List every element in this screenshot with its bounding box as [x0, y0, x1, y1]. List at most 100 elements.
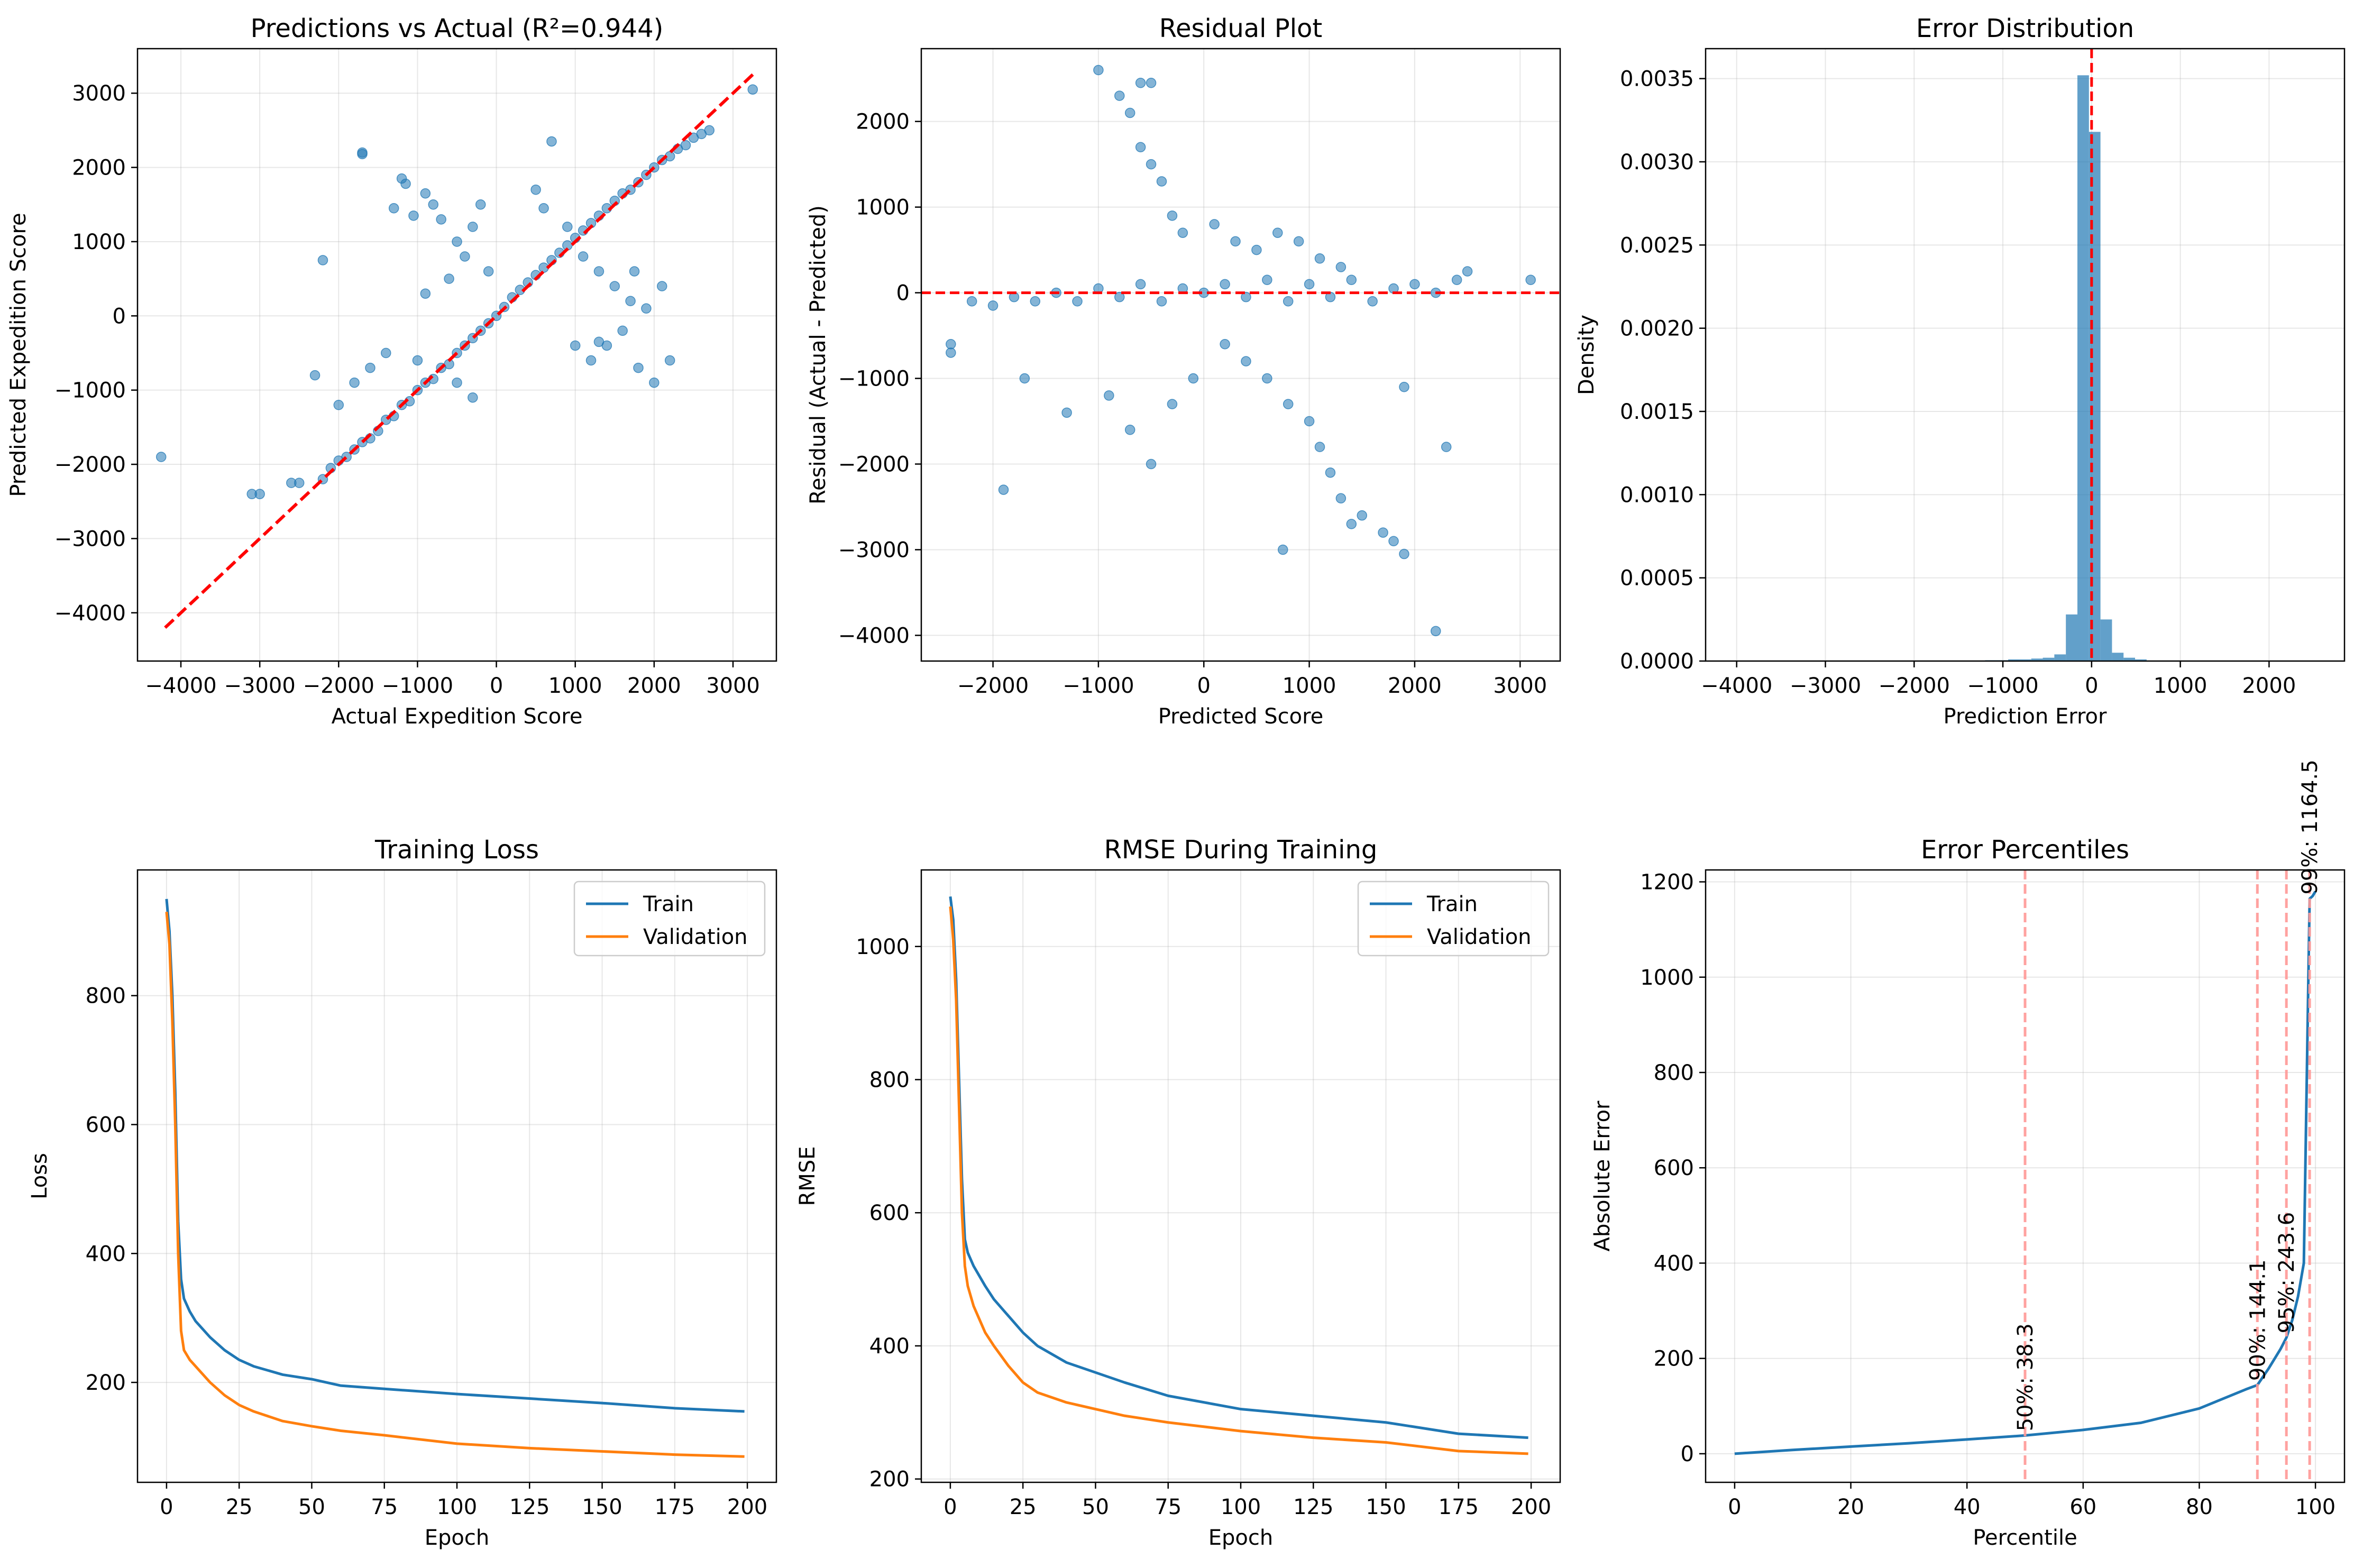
x-tick-label: 50 — [298, 1495, 325, 1519]
y-tick-label: 800 — [1654, 1061, 1694, 1085]
scatter-point — [633, 362, 644, 373]
histogram-bar — [2066, 614, 2077, 661]
x-axis-label: Percentile — [1973, 1526, 2077, 1550]
scatter-point — [1251, 244, 1262, 255]
x-tick-label: −4000 — [1701, 674, 1772, 698]
y-tick-label: −2000 — [838, 452, 910, 476]
scatter-point — [1304, 279, 1315, 290]
scatter-point — [538, 203, 549, 214]
scatter-point — [428, 199, 439, 210]
histogram-bar — [2054, 654, 2066, 661]
scatter-point — [1451, 274, 1462, 286]
chart-error-distribution: −4000 −3000 −2000 −1000 0 1000 2000 0.0000 0.000… — [1574, 14, 2346, 729]
scatter-point — [1135, 78, 1146, 88]
x-tick-label: −1000 — [382, 674, 453, 698]
scatter-point — [349, 377, 360, 388]
legend: Train Validation — [1357, 881, 1550, 957]
x-tick-label: 80 — [2186, 1495, 2213, 1519]
scatter-point — [1262, 274, 1272, 286]
axes-frame — [1705, 48, 2346, 662]
scatter-point — [625, 296, 636, 306]
scatter-point — [629, 266, 640, 277]
x-tick-label: 0 — [2085, 674, 2098, 698]
histogram-bar — [2100, 619, 2112, 661]
chart-title: Predictions vs Actual (R²=0.944) — [251, 14, 664, 43]
y-tick-label: 0.0025 — [1620, 233, 1694, 258]
y-tick-label: −4000 — [54, 601, 126, 626]
legend-label-train: Train — [1426, 892, 1478, 916]
scatter-point — [468, 392, 478, 403]
x-tick-label: −3000 — [1790, 674, 1861, 698]
scatter-point — [1357, 510, 1367, 521]
scatter-point — [1072, 296, 1083, 307]
scatter-point — [1314, 442, 1325, 452]
scatter-point — [649, 377, 660, 388]
x-tick-label: 3000 — [1493, 674, 1547, 698]
scatter-point — [546, 136, 557, 147]
chart-title: Error Distribution — [1916, 14, 2134, 43]
scatter-point — [680, 140, 691, 151]
x-tick-label: −2000 — [303, 674, 374, 698]
x-tick-label: 100 — [437, 1495, 477, 1519]
y-tick-label: 0.0035 — [1620, 67, 1694, 91]
chart-residual-plot: −2000 −1000 0 1000 2000 3000 −4000 −3000 −2000 −1… — [806, 14, 1561, 729]
scatter-point — [1104, 390, 1114, 401]
chart-training-loss: 0 25 50 75 100 125 150 175 200 200 400 600 800 Traini… — [28, 835, 777, 1550]
chart-error-percentiles: 50%: 38.3 90%: 144.1 95%: 243.6 99%: 1164.5… — [1590, 759, 2346, 1550]
y-tick-label: −1000 — [838, 367, 910, 391]
histogram-bar — [2135, 659, 2147, 661]
y-tick-label: 400 — [869, 1334, 910, 1359]
scatter-point — [578, 251, 589, 262]
scatter-point — [657, 281, 667, 291]
scatter-point — [381, 347, 391, 359]
histogram-bar — [2031, 658, 2043, 661]
scatter-point — [704, 125, 715, 136]
y-axis-label: Loss — [28, 1153, 52, 1199]
scatter-point — [1114, 291, 1125, 302]
scatter-point — [1135, 279, 1146, 290]
y-tick-label: 200 — [1654, 1347, 1694, 1371]
plot-area — [921, 65, 1560, 637]
perfect-fit-line — [164, 69, 758, 629]
x-tick-label: 0 — [1197, 674, 1211, 698]
x-tick-label: 1000 — [548, 674, 602, 698]
y-tick-label: 200 — [86, 1371, 126, 1395]
x-tick-label: 60 — [2069, 1495, 2096, 1519]
plot-area — [1734, 870, 2317, 1482]
scatter-point — [1093, 65, 1104, 76]
scatter-point — [1314, 253, 1325, 264]
y-axis-label: Residual (Actual - Predicted) — [806, 205, 830, 505]
scatter-point — [1156, 176, 1167, 187]
scatter-point — [1388, 536, 1399, 547]
chart-title: Residual Plot — [1159, 14, 1322, 43]
scatter-point — [1335, 262, 1347, 272]
chart-title: Error Percentiles — [1921, 835, 2129, 865]
y-tick-label: −2000 — [54, 453, 126, 477]
percentile-marker-label: 50%: 38.3 — [2013, 1323, 2038, 1431]
x-axis-label: Epoch — [425, 1526, 489, 1550]
y-tick-label: 400 — [1654, 1251, 1694, 1276]
legend-label-validation: Validation — [643, 925, 748, 949]
scatter-point — [444, 273, 454, 284]
scatter-point — [1367, 296, 1378, 307]
series-line-validation — [165, 912, 745, 1458]
y-tick-label: 1000 — [856, 935, 910, 959]
x-tick-label: 150 — [582, 1495, 622, 1519]
histogram-bar — [2123, 657, 2136, 661]
x-tick-label: 75 — [371, 1495, 398, 1519]
scatter-point — [1277, 544, 1288, 555]
scatter-point — [1272, 227, 1283, 238]
x-tick-label: 50 — [1082, 1495, 1109, 1519]
x-tick-label: 200 — [727, 1495, 767, 1519]
y-tick-label: −3000 — [838, 538, 910, 562]
scatter-point — [1241, 291, 1251, 302]
y-tick-label: 600 — [869, 1201, 910, 1225]
legend-label-train: Train — [643, 892, 694, 916]
scatter-point — [388, 203, 399, 214]
histogram-bar — [2112, 653, 2124, 661]
scatter-point — [530, 184, 541, 195]
y-tick-label: 3000 — [72, 81, 126, 106]
x-axis-label: Actual Expedition Score — [332, 704, 583, 729]
scatter-point — [1399, 381, 1409, 392]
